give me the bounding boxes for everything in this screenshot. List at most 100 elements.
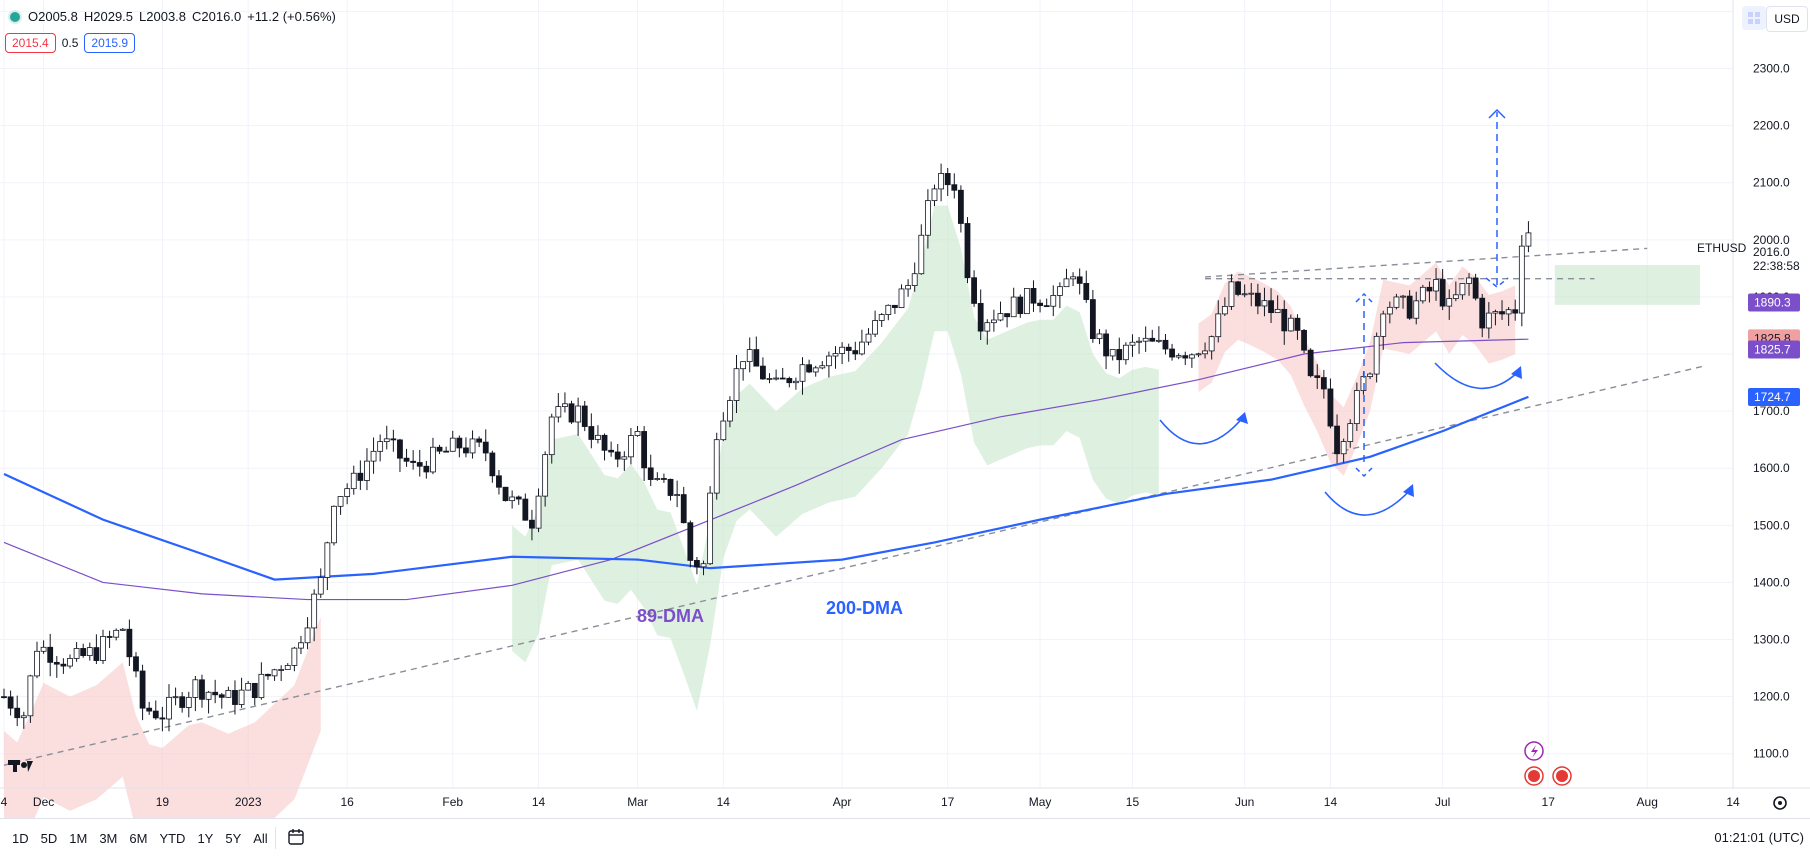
candle-body (1499, 311, 1505, 315)
x-tick-label: 14 (532, 795, 546, 809)
candle-body (773, 377, 780, 380)
candle-body (1340, 441, 1347, 455)
measure-arrowhead (1355, 292, 1373, 303)
candle-body (1248, 292, 1255, 295)
gear-icon[interactable] (1773, 796, 1787, 810)
x-tick-label: Jun (1235, 795, 1254, 809)
candle-body (344, 488, 351, 497)
candle-body (1525, 232, 1532, 247)
range-1d[interactable]: 1D (12, 831, 29, 846)
candle-body (1466, 277, 1472, 284)
range-1y[interactable]: 1Y (197, 831, 214, 846)
candle-body (67, 658, 73, 667)
y-tick-label: 2000.0 (1753, 233, 1790, 247)
candle-body (542, 454, 549, 497)
candle-body (1505, 309, 1512, 315)
price-chart[interactable]: 1100.0 1200.0 1300.0 1400.0 1500.0 1600.0 1700… (0, 0, 1810, 818)
range-all[interactable]: All (253, 831, 268, 846)
price-axis[interactable]: 1100.0 1200.0 1300.0 1400.0 1500.0 1600.0 1700… (1753, 4, 1790, 760)
candle-body (1254, 292, 1261, 307)
candle-body (1307, 349, 1314, 377)
market-status-icon (8, 9, 22, 24)
candle-body (826, 355, 832, 367)
tradingview-logo-icon[interactable] (8, 760, 33, 772)
x-tick-label: 16 (340, 795, 354, 809)
candle-body (1353, 390, 1360, 425)
time-axis[interactable]: 4 Dec 19 2023 16 Feb 14 Mar 14 Apr 17 May 15 Jun 14 Jul… (1, 795, 1740, 809)
x-tick-label: Feb (442, 795, 463, 809)
candle-body (727, 400, 733, 422)
x-tick-label: 4 (1, 795, 8, 809)
candle-body (40, 646, 47, 652)
candle-body (93, 647, 100, 661)
candle-body (205, 691, 212, 700)
candle-body (1393, 296, 1400, 308)
candle-body (548, 416, 555, 456)
x-tick-label: Dec (33, 795, 54, 809)
utc-clock[interactable]: 01:21:01 (UTC) (1714, 830, 1804, 845)
candle-body (819, 365, 826, 369)
ma89-line (3, 338, 1529, 601)
candle-body (390, 438, 397, 441)
x-tick-label: 17 (1542, 795, 1556, 809)
candle-body (1479, 297, 1486, 329)
event-icons[interactable] (1524, 741, 1572, 786)
candle-body (73, 648, 80, 659)
candle-body (1116, 349, 1123, 361)
candle-body (311, 593, 318, 629)
bottom-toolbar: 1D 5D 1M 3M 6M YTD 1Y 5Y All 01:21:01 (U… (0, 818, 1810, 858)
candle-body (53, 661, 60, 665)
candle-body (1175, 355, 1182, 358)
candle-body (1037, 302, 1043, 307)
range-5d[interactable]: 5D (40, 831, 58, 846)
candle-body (707, 492, 714, 565)
candle-body (918, 234, 925, 275)
candle-body (674, 494, 681, 496)
candle-body (1195, 353, 1202, 356)
candle-body (1287, 317, 1294, 332)
candle-body (489, 452, 496, 477)
candle-body (1215, 313, 1222, 338)
range-3m[interactable]: 3M (99, 831, 118, 846)
candle-body (397, 439, 403, 459)
candle-body (628, 435, 634, 458)
candle-body (957, 189, 964, 224)
candle-body (337, 496, 344, 507)
candle-body (865, 333, 872, 343)
y-tick-label: 2300.0 (1753, 62, 1790, 76)
candle-body (185, 697, 192, 708)
trendlines (3, 247, 1707, 766)
candle-body (258, 673, 265, 699)
candle-body (700, 563, 707, 568)
arrowhead (1403, 484, 1414, 497)
candle-body (1070, 276, 1076, 280)
x-tick-label: May (1029, 795, 1052, 809)
buy-button[interactable]: 2015.9 (84, 33, 136, 53)
candle-body (47, 646, 54, 663)
range-1m[interactable]: 1M (69, 831, 88, 846)
candle-body (555, 406, 562, 418)
range-6m[interactable]: 6M (129, 831, 148, 846)
range-5y[interactable]: 5Y (225, 831, 242, 846)
trendline (1205, 247, 1648, 278)
candle-body (1426, 286, 1433, 292)
x-tick-label: 2023 (235, 795, 262, 809)
candle-body (951, 184, 958, 191)
y-tick-label: 2100.0 (1753, 176, 1790, 190)
candle-body (581, 405, 588, 427)
sell-button[interactable]: 2015.4 (5, 33, 56, 53)
candle-body (1320, 377, 1327, 390)
calendar-icon[interactable] (287, 828, 305, 846)
currency-selector[interactable]: USD (1766, 6, 1808, 32)
dma89-label: 89-DMA (637, 606, 704, 626)
range-ytd[interactable]: YTD (159, 831, 186, 846)
candle-body (641, 431, 648, 469)
layout-icon[interactable] (1742, 6, 1766, 30)
candle-body (786, 378, 793, 384)
ma200-line (3, 395, 1529, 581)
candle-body (924, 200, 931, 236)
candle-body (911, 273, 918, 286)
price-tag-1825-7: 1825.7 (1754, 342, 1791, 356)
candle-body (1149, 337, 1156, 342)
candle-body (383, 438, 390, 443)
